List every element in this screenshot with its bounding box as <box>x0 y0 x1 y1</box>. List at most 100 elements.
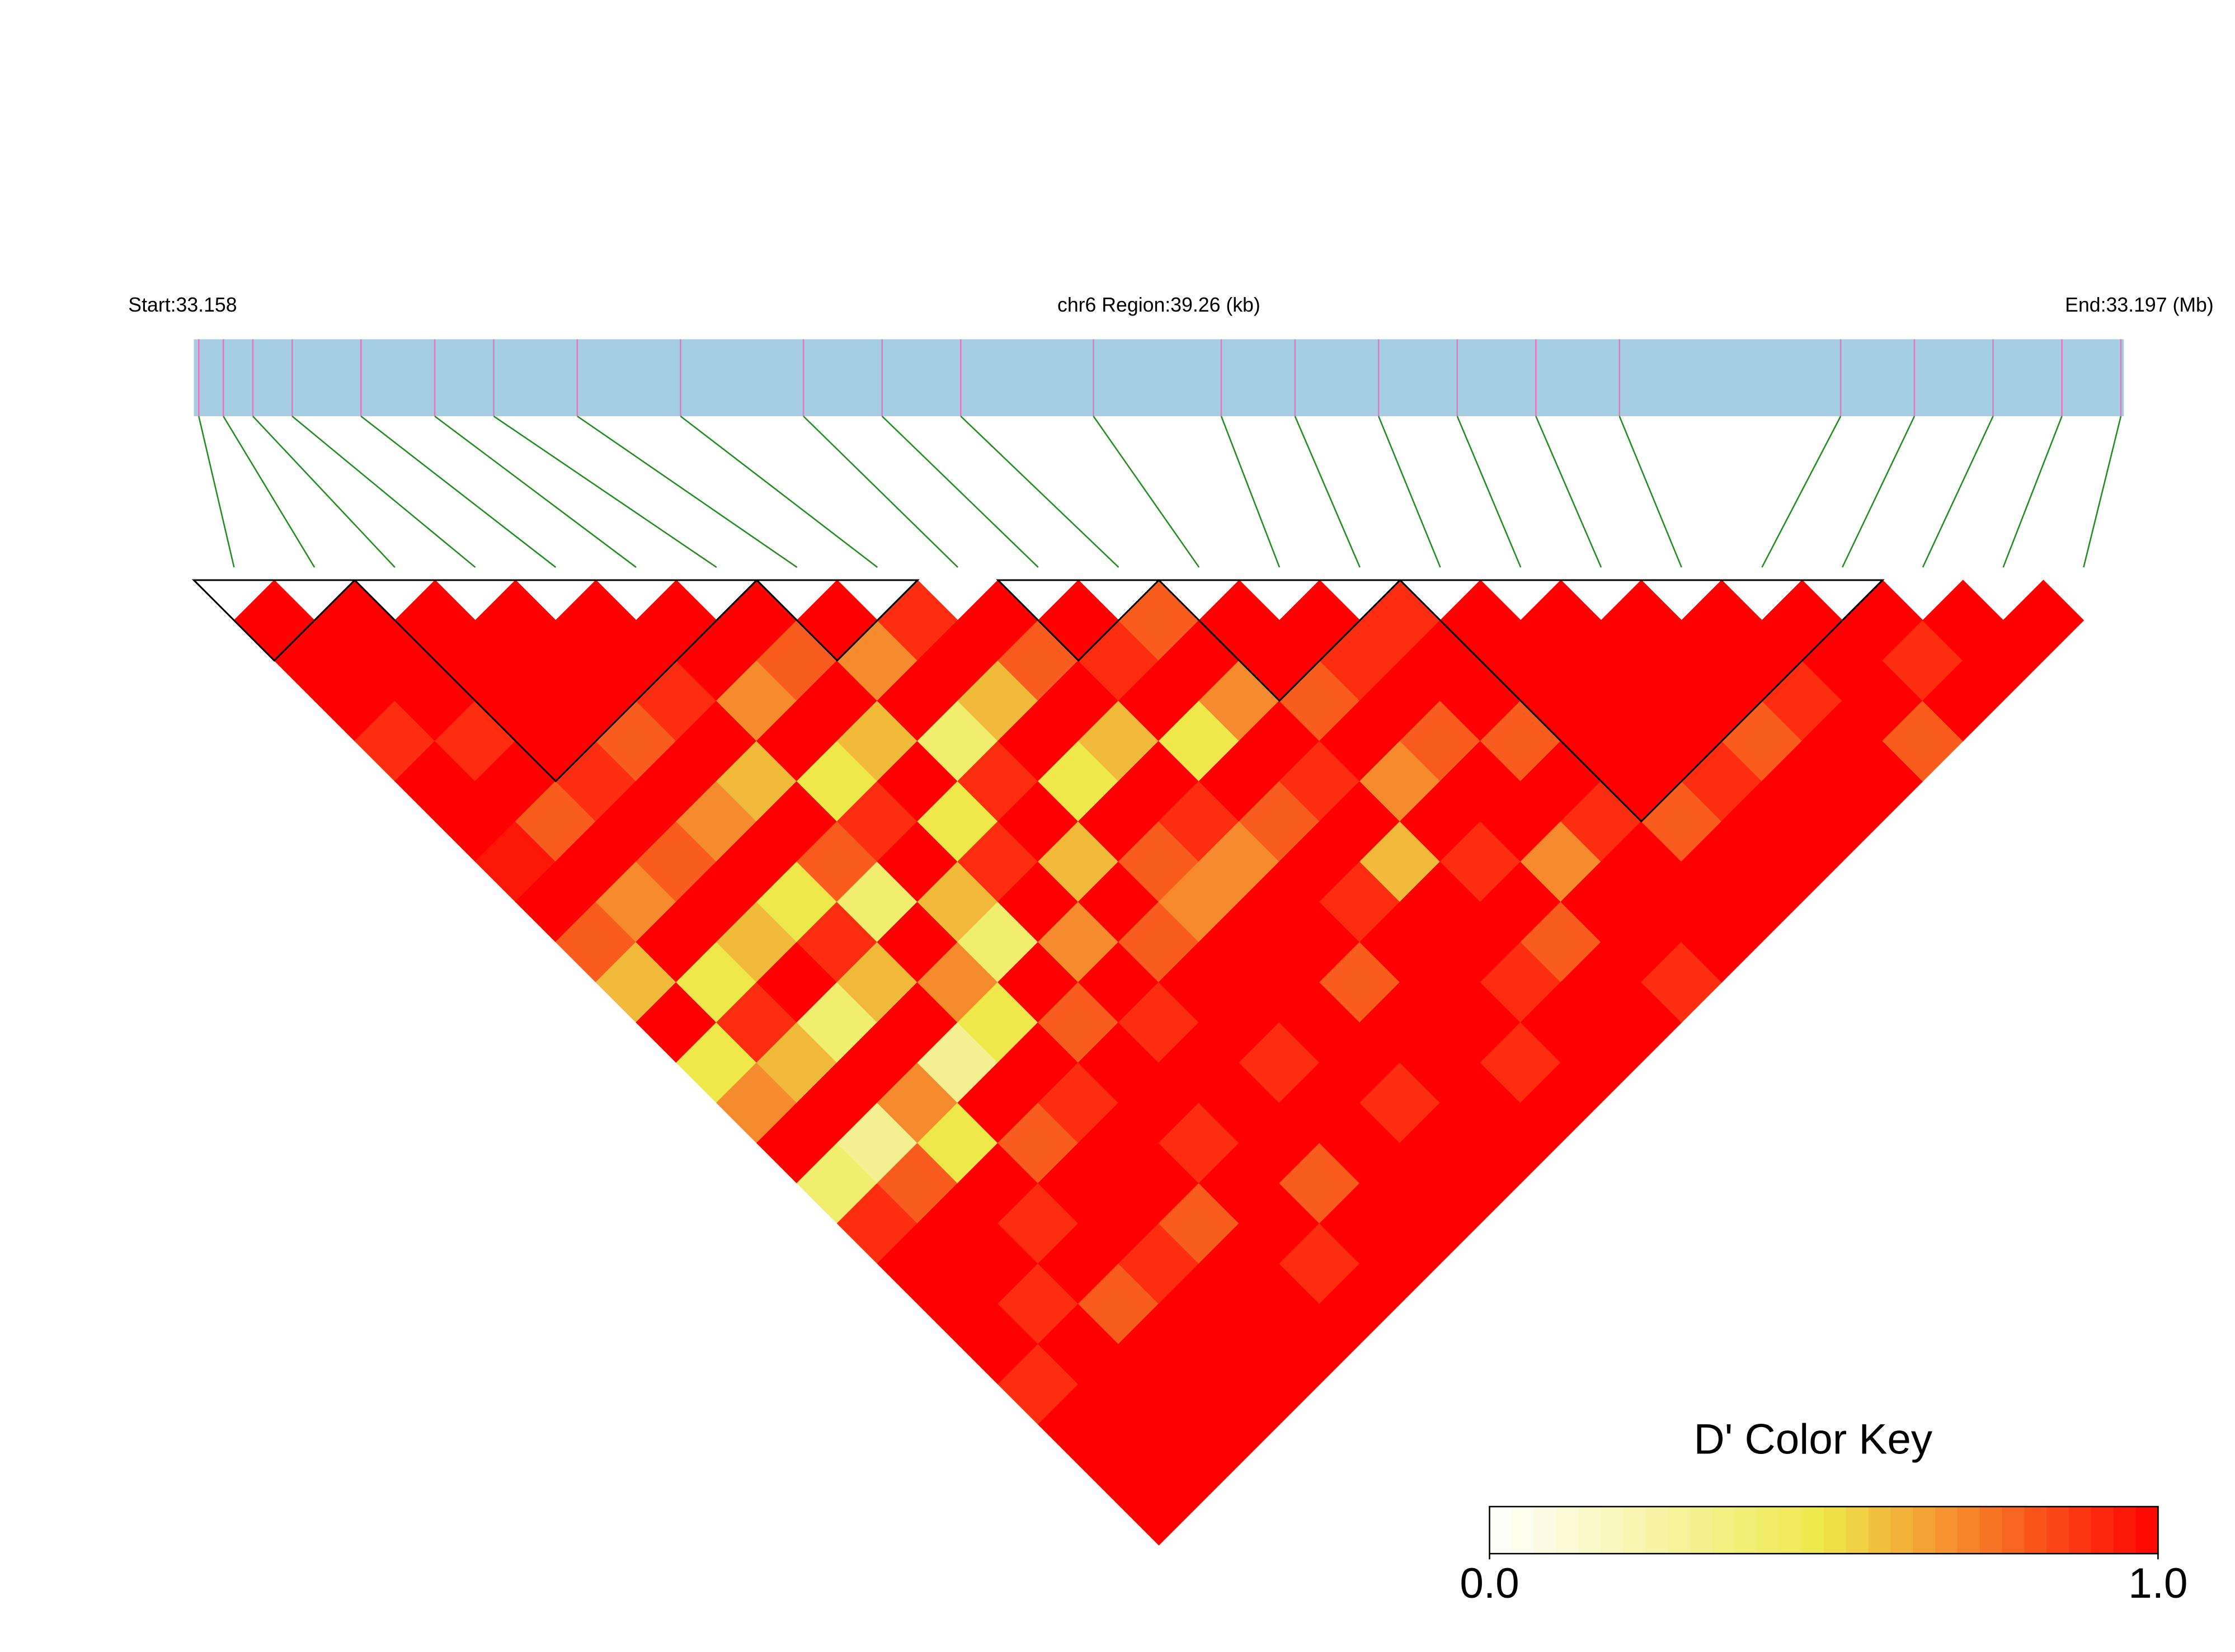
color-key-swatch <box>1578 1507 1602 1554</box>
color-key-swatch <box>1846 1507 1869 1554</box>
region-label: chr6 Region:39.26 (kb) <box>1057 294 1260 316</box>
ld-cell <box>1359 1062 1441 1143</box>
snp-link <box>577 415 798 568</box>
ld-cell <box>1560 942 1642 1023</box>
color-key-swatch <box>2113 1507 2137 1554</box>
ld-cell <box>1922 660 2004 742</box>
ld-cell <box>1439 901 1521 983</box>
color-key-swatch <box>1823 1507 1847 1554</box>
ld-cell <box>1560 700 1642 782</box>
color-key-swatch <box>2135 1507 2159 1554</box>
ld-cell <box>1439 1142 1521 1224</box>
ld-cell <box>1038 821 1119 902</box>
snp-link <box>360 415 557 568</box>
ld-cell <box>1801 700 1883 782</box>
ld-cell <box>555 740 637 822</box>
ld-cell <box>1038 740 1119 822</box>
color-key-swatch <box>2046 1507 2070 1554</box>
ld-cell <box>1118 1464 1200 1546</box>
end-label: End:33.197 (Mb) <box>2065 294 2214 316</box>
snp-link <box>434 415 637 568</box>
start-label: Start:33.158 <box>128 294 237 316</box>
ld-cell <box>1601 981 1682 1063</box>
ld-cell <box>917 620 999 702</box>
ld-cell <box>1038 981 1119 1063</box>
ld-cell <box>1439 821 1521 902</box>
ld-cell <box>1721 620 1803 702</box>
snp-link <box>1842 416 1916 568</box>
snp-link <box>493 415 717 568</box>
haplotype-block <box>754 579 920 662</box>
ld-cell <box>1480 620 1561 702</box>
color-key-swatch <box>1601 1507 1624 1554</box>
snp-link <box>1294 416 1361 568</box>
color-key-swatch <box>1868 1507 1891 1554</box>
ld-cell <box>1399 620 1481 702</box>
ld-cell <box>1681 821 1763 902</box>
ld-cell <box>1038 660 1119 742</box>
ld-cell <box>2002 580 2085 661</box>
ld-cell <box>1118 821 1200 902</box>
ld-cell <box>1118 1062 1200 1143</box>
ld-cell <box>1118 660 1200 742</box>
haplotype-block <box>191 579 357 662</box>
snp-link <box>223 416 316 568</box>
ld-cell <box>1359 660 1441 742</box>
ld-cell <box>1842 740 1923 822</box>
ld-cell <box>1801 780 1883 862</box>
ld-cell <box>676 620 757 702</box>
snp-link <box>1377 416 1441 568</box>
color-key-swatch <box>1489 1507 1513 1554</box>
snp-link <box>252 416 396 568</box>
snp-link <box>803 416 958 568</box>
ld-cell <box>1560 861 1642 943</box>
color-key-swatch <box>1757 1507 1780 1554</box>
ld-cell <box>1198 1383 1280 1465</box>
ld-cell <box>1560 780 1642 862</box>
ld-cell <box>1681 660 1763 742</box>
ld-cell <box>877 821 958 902</box>
color-key-swatch <box>1712 1507 1735 1554</box>
snp-link <box>1618 416 1682 568</box>
ld-cell <box>1359 740 1441 822</box>
ld-cell <box>1641 620 1723 702</box>
snp-link <box>1220 416 1281 568</box>
ld-cell <box>1882 620 1964 702</box>
ld-cell <box>1801 620 1883 702</box>
ld-cell <box>796 1062 878 1143</box>
ld-cell <box>1922 580 2004 661</box>
ld-cell <box>1399 942 1481 1023</box>
color-key-swatch <box>2091 1507 2115 1554</box>
color-key-tick-label: 1.0 <box>2128 1560 2187 1607</box>
ld-cell <box>1560 1022 1642 1104</box>
ld-cell <box>1681 740 1763 822</box>
ld-cell <box>877 981 958 1063</box>
ld-cell <box>877 740 958 822</box>
ld-cell <box>756 620 838 702</box>
ld-cell <box>636 740 717 822</box>
color-key-swatch <box>1801 1507 1825 1554</box>
ld-cell <box>1681 901 1763 983</box>
ld-cell <box>1279 580 1361 661</box>
color-key-swatch <box>2024 1507 2048 1554</box>
snp-link <box>1761 416 1842 568</box>
color-key-swatch <box>1935 1507 1959 1554</box>
ld-cell <box>1963 620 2044 702</box>
snp-link <box>1093 416 1200 568</box>
color-key-swatch <box>1913 1507 1936 1554</box>
color-key-swatch <box>2002 1507 2025 1554</box>
color-key-swatch <box>1645 1507 1669 1554</box>
color-key-tick-label: 0.0 <box>1460 1560 1519 1607</box>
ld-cell <box>1118 1383 1200 1465</box>
ld-cell <box>676 942 757 1023</box>
ld-cell <box>555 821 637 902</box>
color-key-swatch <box>1512 1507 1535 1554</box>
snp-link <box>881 416 1039 568</box>
ld-cell <box>1439 1062 1521 1143</box>
snp-link <box>680 415 878 568</box>
ld-cell <box>877 660 958 742</box>
haplotype-block <box>1156 579 1403 702</box>
snp-link <box>1535 416 1602 568</box>
ld-cell <box>796 740 878 822</box>
ld-cell <box>1359 821 1441 902</box>
